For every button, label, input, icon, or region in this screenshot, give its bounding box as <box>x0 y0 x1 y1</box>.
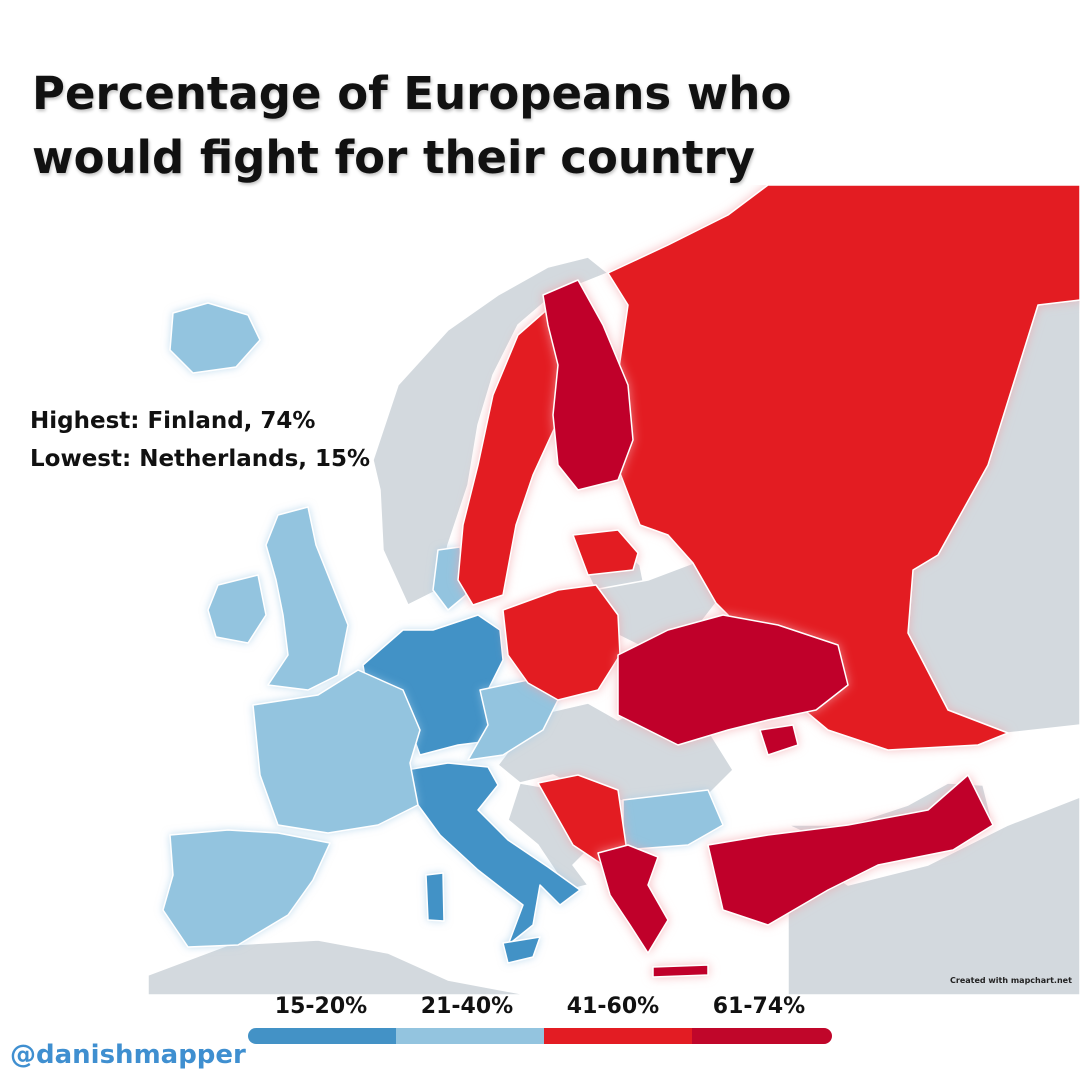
europe-map <box>148 185 1080 995</box>
legend: 15-20% 21-40% 41-60% 61-74% <box>248 992 832 1048</box>
region-bulgaria <box>622 789 724 851</box>
legend-swatch-41-60 <box>544 1028 692 1044</box>
category-61-74 <box>542 279 994 978</box>
region-denmark <box>432 546 467 611</box>
legend-label-61-74: 61-74% <box>712 994 806 1019</box>
region-iceland <box>169 302 261 374</box>
legend-swatch-21-40 <box>396 1028 544 1044</box>
stats-annotation: Highest: Finland, 74% Lowest: Netherland… <box>30 402 370 478</box>
legend-label-21-40: 21-40% <box>420 994 514 1019</box>
map-title: Percentage of Europeans who would fight … <box>32 67 792 184</box>
region-crete <box>652 964 709 978</box>
region-middle-east <box>787 796 1080 995</box>
map-credit: Created with mapchart.net <box>950 976 1072 985</box>
region-italy <box>405 762 581 946</box>
region-turkey <box>707 774 994 926</box>
legend-swatch-61-74 <box>692 1028 832 1044</box>
category-15-20 <box>362 614 581 964</box>
region-iberia <box>162 829 331 948</box>
region-norway <box>372 256 609 606</box>
region-sardinia <box>425 872 445 922</box>
region-russia <box>607 185 1080 751</box>
highest-stat: Highest: Finland, 74% <box>30 408 316 434</box>
region-finland <box>542 279 634 491</box>
region-greece <box>597 844 669 954</box>
lowest-stat: Lowest: Netherlands, 15% <box>30 446 371 472</box>
region-ukraine <box>617 614 849 746</box>
category-41-60 <box>457 185 1080 866</box>
region-sicily <box>502 936 541 964</box>
region-belarus <box>592 562 717 646</box>
region-uk <box>265 506 349 691</box>
legend-label-41-60: 41-60% <box>566 994 660 1019</box>
region-northafrica <box>148 939 529 995</box>
region-france <box>252 669 421 834</box>
category-21-40 <box>162 302 724 948</box>
region-ireland <box>207 574 267 644</box>
author-handle: @danishmapper <box>10 1040 246 1070</box>
legend-swatch-15-20 <box>248 1028 396 1044</box>
region-poland <box>502 584 621 701</box>
region-latvia-lithuania <box>572 529 639 576</box>
region-crimea <box>759 724 799 756</box>
legend-label-15-20: 15-20% <box>274 994 368 1019</box>
